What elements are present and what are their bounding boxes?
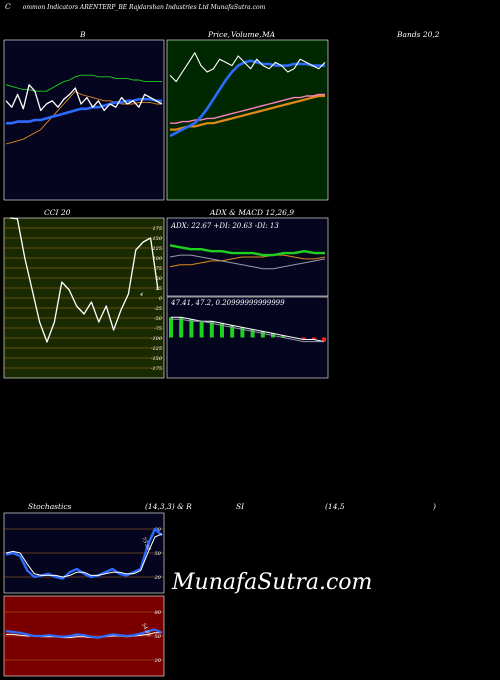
stoch-tick-label: 50	[155, 551, 162, 557]
macd-annotation: 47.41, 47.2, 0.20999999999999	[170, 299, 285, 307]
macd-line	[171, 316, 325, 343]
macd-histogram-bar	[169, 317, 173, 338]
cci-tick-label: -75	[154, 326, 162, 332]
cci-tick-label: 100	[152, 256, 162, 262]
stoch-label-c: SI	[236, 502, 245, 511]
cci-tick-label: -150	[151, 356, 163, 362]
header-title-rest: ommon Indicators ARENTERP_BE Rajdarshan …	[22, 4, 266, 11]
rsi-tick-label: 20	[154, 658, 162, 664]
rsi-last-label: 54.05	[140, 622, 151, 638]
cci-tick-label: -50	[154, 316, 163, 322]
cci-tick-label: 125	[152, 246, 162, 252]
rsi-tick-label: 50	[155, 634, 162, 640]
cci-tick-label: 150	[152, 236, 162, 242]
bollinger-middle-band	[6, 97, 162, 125]
stoch-d-line	[5, 533, 163, 578]
cci-label: CCI 20	[44, 208, 71, 217]
bollinger-upper-band	[5, 74, 162, 92]
stoch-label-b: (14,3,3) & R	[145, 502, 192, 511]
bollinger-panel	[3, 39, 165, 201]
macd-histogram-bar	[240, 327, 245, 338]
macd-histogram-bar	[230, 325, 235, 338]
bands-label: Bands 20,2	[397, 30, 440, 39]
price-ma-fast	[169, 59, 325, 138]
macd-histogram-bar	[199, 321, 204, 338]
stoch-label-d: (14,5	[325, 502, 345, 511]
header-title-c: C	[5, 2, 11, 11]
adx-annotation: ADX: 22.67 +DI: 20.63 -DI: 13	[170, 222, 279, 230]
macd-histogram-bar	[179, 317, 184, 338]
cci-last-label: 4	[139, 292, 143, 298]
macd-histogram-bar	[250, 329, 255, 338]
macd-histogram-bar	[220, 323, 224, 338]
adx-plus-di	[169, 254, 326, 268]
stoch-label-a: Stochastics	[28, 502, 72, 511]
macd-histogram-bar	[311, 337, 316, 340]
cci-tick-label: 50	[156, 276, 163, 282]
adx-macd-label: ADX & MACD 12,26,9	[210, 208, 295, 217]
cci-tick-label: 75	[156, 266, 162, 272]
stoch-k-line	[5, 527, 163, 580]
cci-tick-label: 175	[152, 226, 162, 232]
adx-line	[169, 244, 325, 257]
macd-signal-line	[171, 318, 324, 343]
cci-tick-label: -25	[154, 306, 162, 312]
macd-histogram-bar	[189, 319, 194, 338]
macd-histogram-bar	[281, 335, 286, 338]
rsi-tick-label: 80	[155, 610, 162, 616]
price-ma-mid	[170, 93, 325, 124]
price-label-a: Price,	[208, 30, 231, 39]
cci-tick-label: 0	[159, 296, 163, 302]
price-label-c: MA	[262, 30, 276, 39]
price-ma-slow	[170, 94, 325, 131]
cci-tick-label: -100	[151, 336, 163, 342]
cci-tick-label: -125	[151, 346, 162, 352]
macd-histogram-bar	[301, 337, 306, 340]
cci-tick-label: -175	[151, 366, 162, 372]
macd-panel	[166, 296, 329, 379]
bollinger-price-line	[5, 84, 163, 112]
rsi-line	[5, 628, 163, 639]
cci-line	[9, 217, 159, 343]
stoch-label-e: )	[433, 502, 436, 511]
bollinger-label: B	[80, 30, 86, 39]
macd-histogram-bar	[209, 321, 214, 338]
price-line	[169, 52, 326, 83]
adx-minus-di	[169, 254, 326, 270]
watermark: MunafaSutra.com	[172, 570, 373, 595]
stoch-last-label: 73.56	[140, 536, 152, 552]
macd-histogram-bar	[260, 331, 265, 338]
price-label-b: Volume,	[231, 30, 262, 39]
stoch-tick-label: 20	[154, 575, 162, 581]
stoch-tick-label: 80	[155, 527, 162, 533]
macd-histogram-bar	[322, 337, 326, 342]
